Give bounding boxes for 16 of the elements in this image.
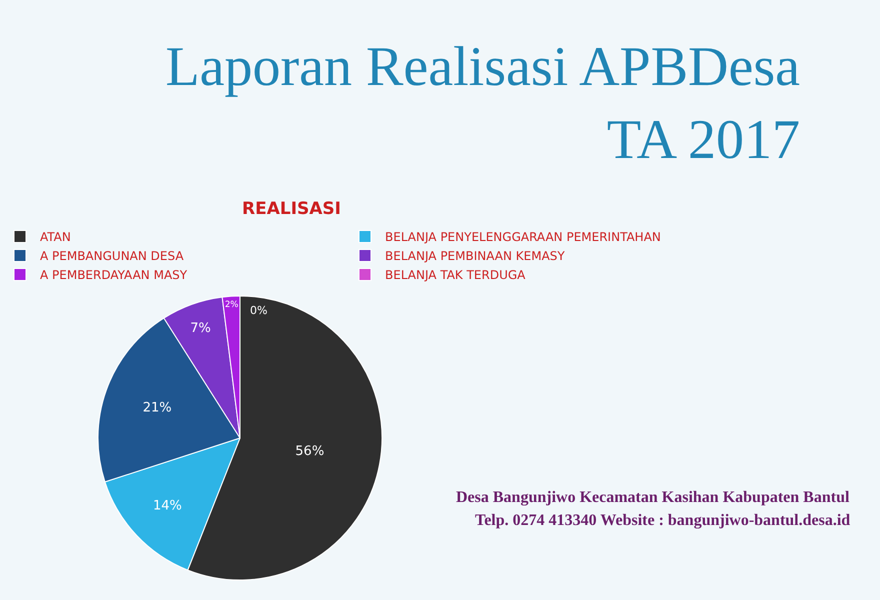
text: Desa Bangunjiwo Kecamatan Kasihan Kabupaten Bantul: [456, 489, 850, 506]
text: Telp. 0274 413340 Website : bangunjiwo-bantul.desa.id: [475, 512, 850, 529]
legend-label: BELANJA PENYELENGGARAAN PEMERINTAHAN: [385, 230, 661, 244]
data-label: 7%: [190, 320, 211, 336]
data-label: 21%: [142, 400, 172, 416]
legend-label: A PEMBANGUNAN DESA: [40, 249, 184, 264]
legend-label: ATAN: [40, 230, 71, 244]
legend-label: A PEMBERDAYAAN MASY: [40, 268, 188, 282]
data-label: 56%: [295, 444, 324, 459]
data-label: 14%: [152, 498, 182, 514]
legend-label: BELANJA TAK TERDUGA: [385, 268, 526, 282]
legend-label: BELANJA PEMBINAAN KEMASY: [385, 249, 566, 264]
data-label: 2%: [224, 300, 238, 310]
text: 0%: [250, 304, 268, 317]
chart-subtitle: REALISASI: [242, 199, 341, 219]
chart-title: Laporan Realisasi APBDesa TA 2017: [165, 36, 800, 171]
